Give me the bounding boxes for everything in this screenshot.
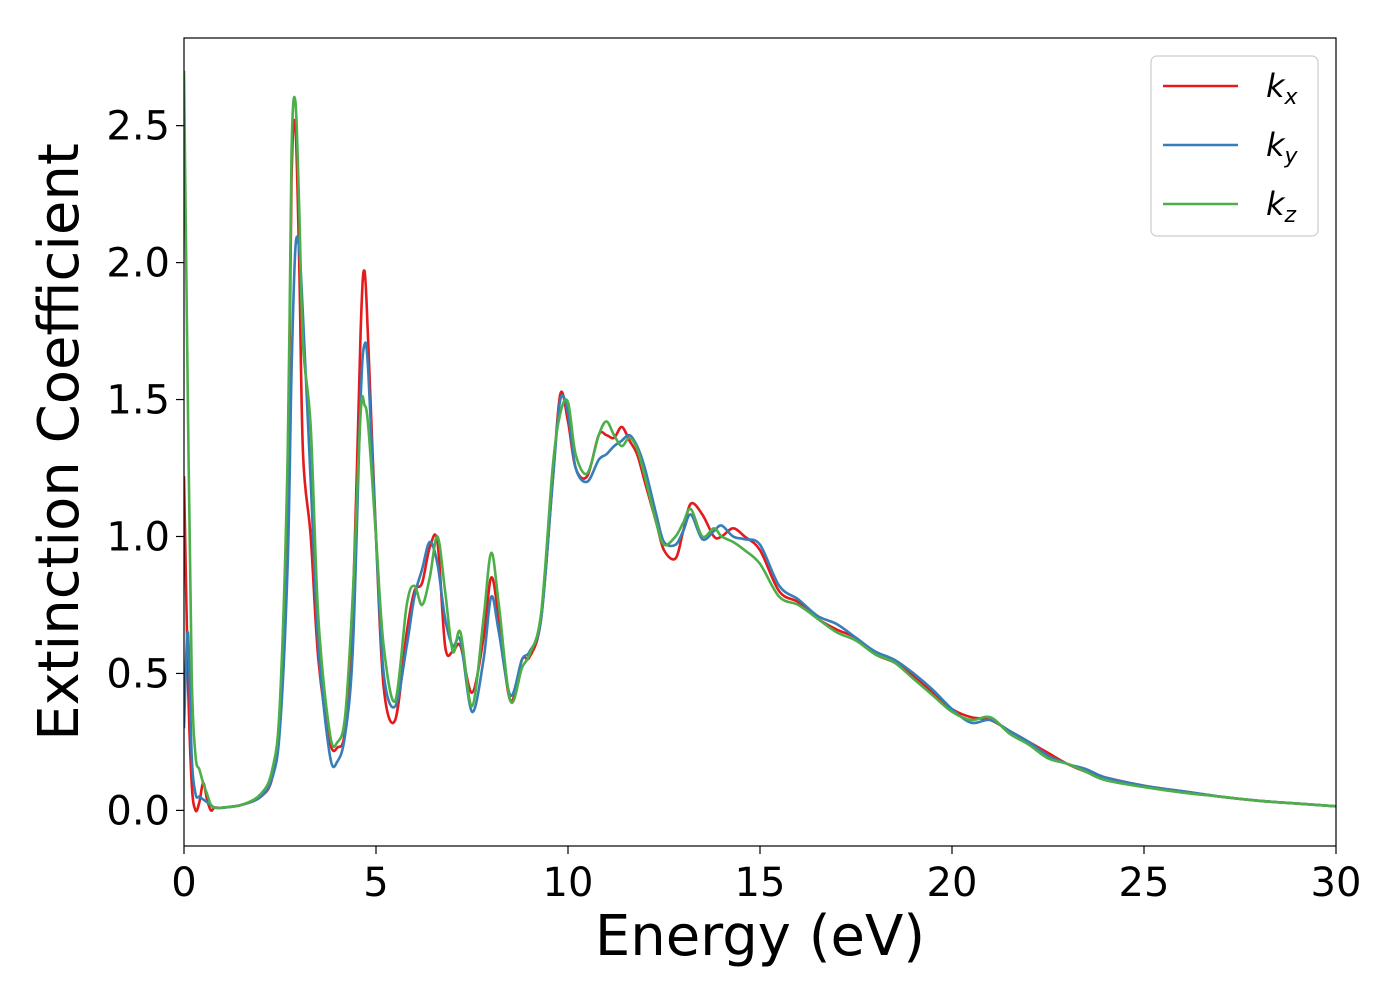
x-tick-label: 15 (735, 860, 786, 906)
y-tick-label: 1.0 (106, 514, 170, 560)
y-tick-label: 0.5 (106, 651, 170, 697)
series-line-ky (184, 235, 1336, 810)
x-tick-label: 0 (171, 860, 196, 906)
x-tick-label: 5 (363, 860, 388, 906)
x-axis-title: Energy (eV) (595, 904, 925, 969)
series-line-kz (184, 70, 1336, 810)
y-tick-label: 2.0 (106, 241, 170, 287)
y-axis-title: Extinction Coefficient (27, 143, 92, 741)
x-tick-label: 20 (927, 860, 978, 906)
x-tick-label: 30 (1311, 860, 1362, 906)
plot-lines (184, 70, 1336, 813)
y-tick-label: 0.0 (106, 788, 170, 834)
x-tick-label: 10 (543, 860, 594, 906)
y-tick-label: 2.5 (106, 104, 170, 150)
x-axis: 0 5 10 15 20 25 30 (171, 846, 1361, 906)
y-axis: 0.0 0.5 1.0 1.5 2.0 2.5 (106, 104, 184, 834)
y-tick-label: 1.5 (106, 378, 170, 424)
x-tick-label: 25 (1119, 860, 1170, 906)
